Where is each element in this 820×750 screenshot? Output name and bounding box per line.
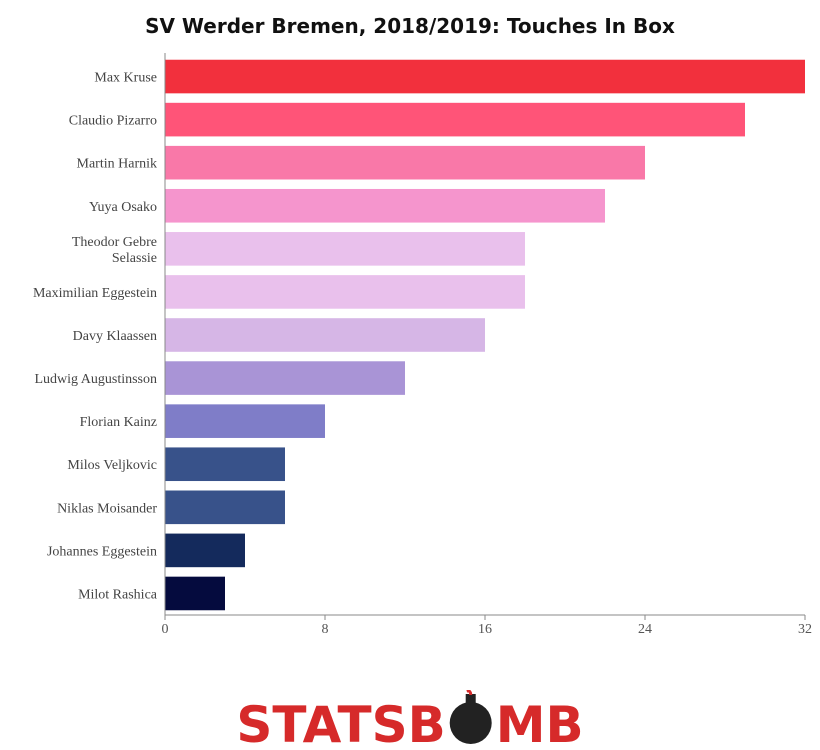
- bar: [165, 404, 325, 438]
- bar: [165, 576, 225, 611]
- bomb-icon: [449, 690, 492, 744]
- category-label: Milot Rashica: [78, 587, 158, 602]
- category-label: Milos Veljkovic: [67, 458, 157, 473]
- category-label: Davy Klaassen: [73, 329, 157, 344]
- category-label: Max Kruse: [94, 71, 157, 86]
- bar: [165, 490, 285, 525]
- bar: [165, 447, 285, 482]
- category-label: Claudio Pizarro: [69, 114, 157, 129]
- bar: [165, 533, 245, 568]
- bar-chart: Max Kruse Claudio Pizarro Martin Harnik Yuy…: [33, 53, 812, 637]
- category-label: Ludwig Augustinsson: [34, 372, 157, 387]
- bars-group: [165, 59, 805, 611]
- category-label: Martin Harnik: [77, 157, 157, 172]
- bar: [165, 318, 485, 352]
- x-tick-label: 32: [798, 622, 812, 637]
- statsbomb-logo: STATSB MB: [236, 690, 584, 750]
- bar: [165, 102, 745, 137]
- category-label: Johannes Eggestein: [47, 544, 157, 559]
- x-tick-label: 16: [478, 622, 492, 637]
- category-label: Florian Kainz: [80, 415, 157, 430]
- bar: [165, 275, 525, 309]
- x-axis-ticks: 0 8 16 24 32: [162, 615, 812, 637]
- bar: [165, 145, 645, 180]
- bar: [165, 361, 405, 395]
- chart-title: SV Werder Bremen, 2018/2019: Touches In …: [145, 14, 675, 38]
- bar: [165, 188, 605, 223]
- x-tick-label: 0: [162, 622, 169, 637]
- category-labels: Max Kruse Claudio Pizarro Martin Harnik Yuy…: [33, 71, 158, 603]
- x-tick-label: 8: [322, 622, 329, 637]
- logo-text-right: MB: [496, 696, 584, 750]
- category-label: Theodor Gebre Selassie: [72, 235, 157, 266]
- category-label: Yuya Osako: [89, 200, 157, 215]
- logo-text-left: STATSB: [236, 696, 445, 750]
- x-tick-label: 24: [638, 622, 652, 637]
- bar: [165, 232, 525, 266]
- category-label: Maximilian Eggestein: [33, 286, 157, 301]
- bar: [165, 59, 805, 94]
- category-label: Niklas Moisander: [57, 501, 157, 516]
